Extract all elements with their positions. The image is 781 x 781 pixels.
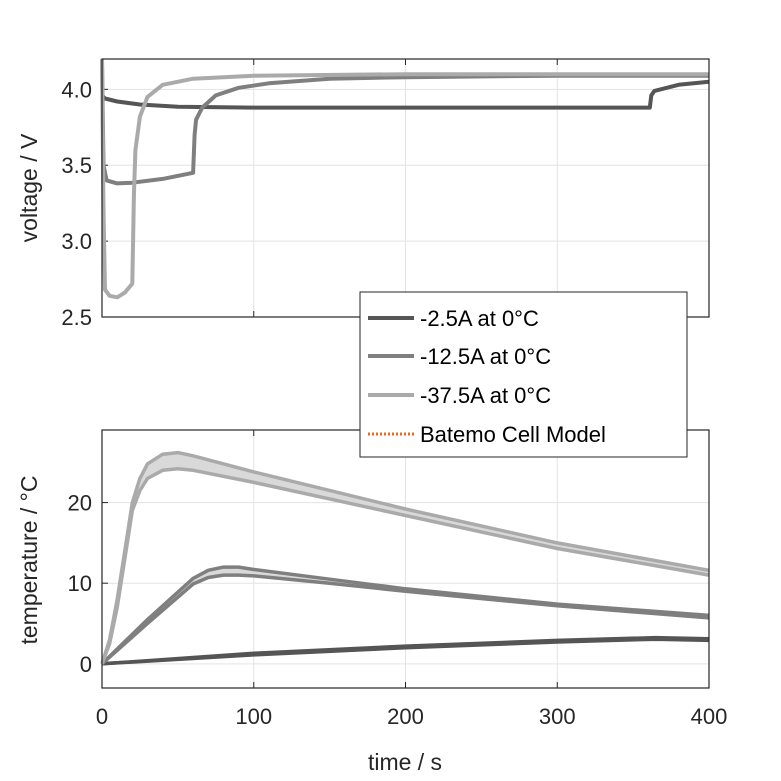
legend-label-0: -2.5A at 0°C <box>420 306 539 331</box>
y-tick-label: 4.0 <box>61 77 92 102</box>
x-tick-label: 200 <box>387 704 424 729</box>
y-tick-label: 2.5 <box>61 305 92 330</box>
temperature-axes: 0 100 200 300 400 0 10 20 <box>68 429 728 729</box>
legend-label-1: -12.5A at 0°C <box>420 344 551 369</box>
y-tick-label: 20 <box>68 491 92 516</box>
series-upper-line <box>100 565 710 666</box>
x-tick-label: 0 <box>96 704 108 729</box>
x-tick-label: 300 <box>539 704 576 729</box>
time-axis-label: time / s <box>368 749 442 775</box>
legend: -2.5A at 0°C -12.5A at 0°C -37.5A at 0°C… <box>359 291 688 458</box>
series-line <box>100 58 709 300</box>
y-tick-label: 3.0 <box>61 229 92 254</box>
series-line <box>100 58 709 186</box>
temperature-axis-label: temperature / °C <box>16 476 42 645</box>
voltage-axes: 2.5 3.0 3.5 4.0 <box>61 58 710 330</box>
series-lower-line <box>101 637 710 666</box>
x-tick-label: 100 <box>235 704 272 729</box>
voltage-axis-label: voltage / V <box>16 133 42 242</box>
y-tick-label: 10 <box>68 571 92 596</box>
legend-label-3: Batemo Cell Model <box>420 422 606 447</box>
series-lower-line <box>100 466 710 665</box>
y-tick-label: 3.5 <box>61 153 92 178</box>
series-line <box>100 79 710 110</box>
legend-label-2: -37.5A at 0°C <box>420 383 551 408</box>
x-tick-label: 400 <box>691 704 728 729</box>
series-lower-line <box>100 573 710 666</box>
y-tick-label: 0 <box>80 652 92 677</box>
